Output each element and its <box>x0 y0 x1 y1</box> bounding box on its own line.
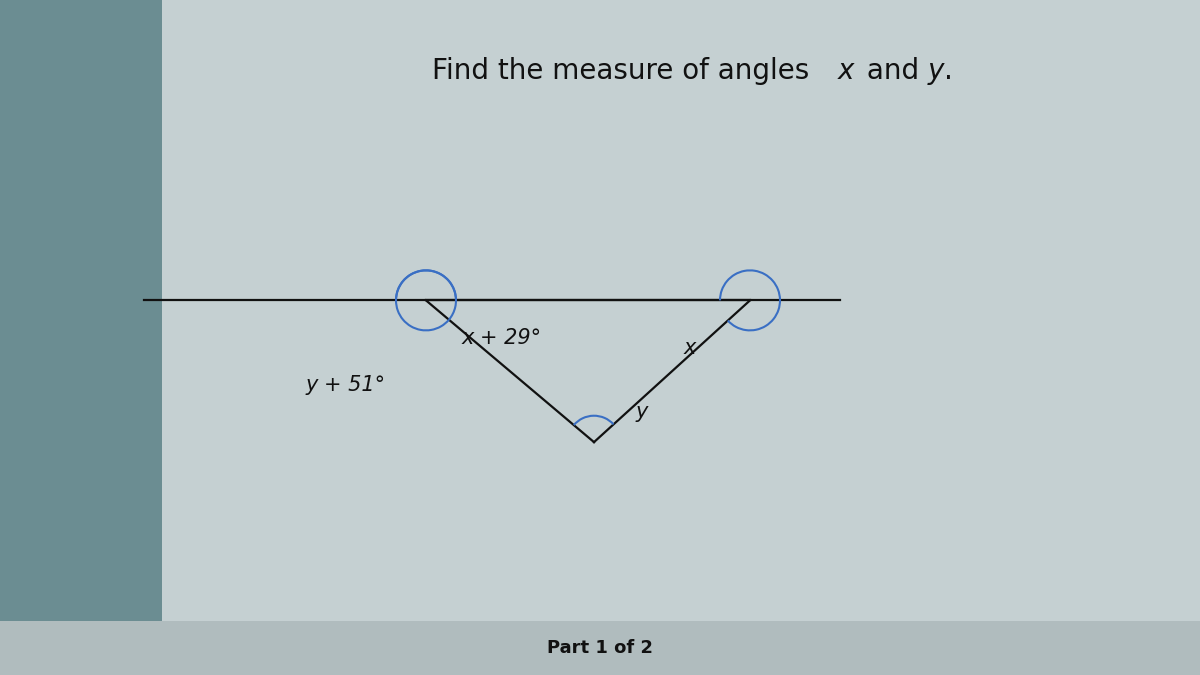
Bar <box>0 621 1200 675</box>
Bar <box>0 0 162 675</box>
Text: x: x <box>838 57 854 85</box>
Text: y: y <box>636 402 648 422</box>
Text: y + 51°: y + 51° <box>306 375 386 395</box>
Text: .: . <box>944 57 953 85</box>
Text: Part 1 of 2: Part 1 of 2 <box>547 639 653 657</box>
Text: and: and <box>858 57 928 85</box>
Text: x + 29°: x + 29° <box>462 327 542 348</box>
Text: y: y <box>928 57 944 85</box>
Text: Find the measure of angles: Find the measure of angles <box>432 57 818 85</box>
Text: x: x <box>684 338 696 358</box>
Bar <box>162 0 1200 675</box>
